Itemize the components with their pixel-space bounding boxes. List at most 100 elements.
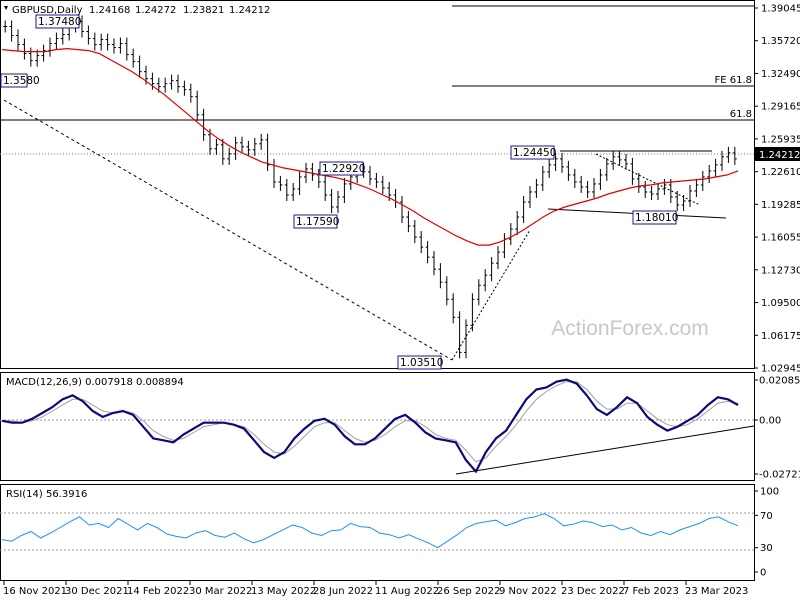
open-value: 1.24168 (89, 5, 130, 16)
price-bar (131, 48, 136, 68)
price-tick-label: 1.22610 (761, 167, 800, 178)
date-label: 13 May 2022 (251, 586, 316, 597)
trend-line-dashed-down (3, 99, 453, 361)
date-label: 26 Sep 2022 (437, 586, 500, 597)
annotation-13580: 1.3580 (0, 73, 40, 88)
price-bar (572, 168, 577, 188)
price-bar (150, 72, 155, 90)
price-panel-frame (0, 0, 755, 369)
date-label: 28 Jun 2022 (313, 586, 373, 597)
price-bar (342, 177, 347, 203)
date-label: 11 Aug 2022 (375, 586, 439, 597)
price-bar (86, 25, 91, 45)
price-tick-label: 1.19285 (761, 200, 800, 211)
macd-tick-label: -0.027213 (759, 470, 800, 481)
price-bar (521, 195, 526, 224)
price-bar (336, 190, 340, 214)
price-bar (54, 32, 59, 50)
price-bar (726, 146, 731, 163)
price-bar (675, 190, 680, 212)
price-tick-label: 1.25935 (761, 134, 800, 145)
price-bar (99, 33, 104, 51)
price-bar (291, 182, 296, 201)
price-bar (201, 108, 206, 141)
price-bar (246, 140, 251, 156)
price-bar (560, 152, 564, 173)
price-bar (118, 37, 123, 54)
close-value: 1.24212 (229, 5, 270, 16)
current-price-label: 1.24212 (759, 150, 800, 161)
price-bar (681, 194, 686, 212)
price-bar (137, 55, 142, 78)
svg-text:1.18010: 1.18010 (635, 212, 678, 224)
price-bar (227, 147, 232, 165)
annotation-103510: 1.03510 (397, 355, 443, 370)
date-label: 9 Nov 2022 (499, 586, 557, 597)
price-bar (508, 223, 513, 246)
price-bar (700, 170, 705, 191)
price-bar (195, 90, 200, 121)
ema-line-group (1, 47, 739, 246)
price-bar (60, 28, 65, 45)
watermark: ActionForex.com (551, 317, 709, 340)
price-bar (304, 162, 308, 183)
macd-trend-line (455, 425, 755, 475)
price-bar (419, 231, 424, 254)
price-bar (124, 37, 129, 61)
price-bar (630, 157, 635, 185)
price-bar (310, 162, 315, 181)
price-bar (16, 29, 20, 51)
price-tick-label: 1.02945 (761, 364, 800, 375)
price-bar (92, 32, 97, 51)
price-bar (406, 211, 411, 233)
rsi-panel-frame (0, 484, 755, 581)
price-annotations: 1.37480 1.3580 1.22920 1.17590 1.03510 1… (0, 14, 678, 370)
price-bar (470, 293, 475, 332)
trend-line-dashed-down-2 (595, 153, 701, 206)
rsi-line (1, 513, 739, 549)
price-bar (636, 172, 641, 193)
price-bar (278, 175, 283, 191)
price-bar (688, 184, 692, 208)
price-bar (169, 74, 174, 90)
price-bar (585, 180, 590, 198)
price-bar (240, 136, 244, 153)
price-tick-label: 1.09500 (761, 298, 800, 309)
price-bar (624, 153, 628, 170)
macd-panel-frame (0, 372, 755, 481)
price-bar (374, 172, 379, 188)
low-value: 1.23821 (183, 5, 224, 16)
price-bar (41, 44, 46, 62)
date-label: 16 Nov 2021 (3, 586, 67, 597)
price-bar (649, 185, 654, 200)
price-bar (220, 138, 225, 165)
date-label: 14 Feb 2022 (127, 586, 189, 597)
price-bar (3, 20, 8, 33)
date-label: 7 Feb 2023 (623, 586, 679, 597)
price-tick-label: 1.06175 (761, 331, 800, 342)
price-bar (425, 241, 430, 264)
price-bar (368, 165, 372, 185)
price-bar (713, 158, 718, 177)
price-bar (297, 170, 302, 195)
annotation-137480: 1.37480 (35, 14, 81, 29)
price-bar (534, 178, 539, 198)
price-bar (464, 319, 468, 359)
price-bar (662, 178, 667, 195)
annotation-124450: 1.24450 (510, 145, 556, 160)
price-bar (80, 15, 84, 38)
current-price-tag: 1.24212 (755, 147, 800, 161)
trend-line-dashed-up-1 (451, 229, 531, 361)
date-label: 23 Dec 2022 (561, 586, 625, 597)
price-bar (284, 178, 289, 201)
annotation-122920: 1.22920 (319, 161, 365, 176)
price-bar (28, 47, 33, 67)
price-bar (444, 276, 449, 306)
symbol-label: GBPUSD,Daily (12, 5, 83, 16)
price-y-axis: 1.39045 1.35720 1.32490 1.29165 1.25935 1.226… (754, 4, 800, 375)
price-tick-label: 1.35720 (761, 36, 800, 47)
price-bar (9, 20, 14, 42)
